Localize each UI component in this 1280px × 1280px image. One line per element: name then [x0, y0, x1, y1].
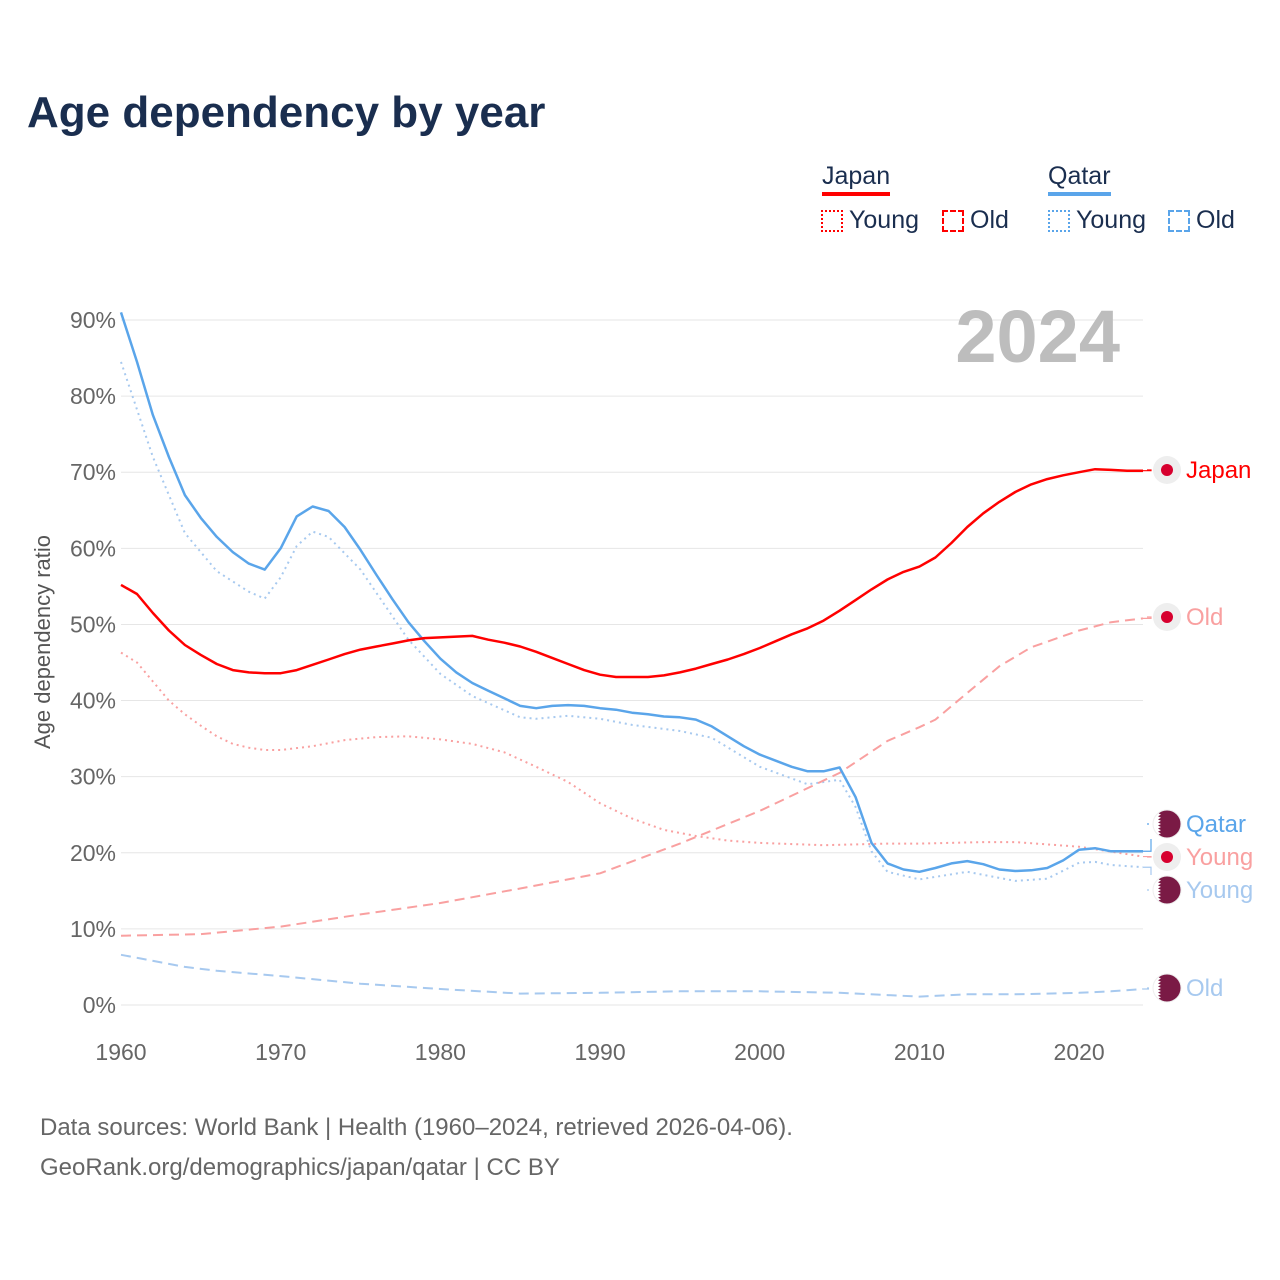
legend-label: Young	[1076, 206, 1146, 234]
series-line-japan-young	[120, 651, 1144, 858]
legend-japan-label: Japan	[822, 162, 891, 190]
series-line-qatar-young	[120, 361, 1144, 882]
flag-sun	[1161, 464, 1173, 476]
qatar-flag-icon	[1149, 809, 1182, 839]
y-tick-label: 20%	[70, 840, 116, 866]
y-tick-label: 60%	[70, 535, 116, 561]
flag-border	[1152, 875, 1182, 905]
japan-flag-icon	[1153, 843, 1181, 871]
flag-maroon	[1153, 974, 1181, 1002]
legend-label: Young	[849, 206, 919, 234]
end-label-japan-young: Young	[1186, 844, 1253, 871]
footer: Data sources: World Bank | Health (1960–…	[40, 1108, 793, 1188]
end-label-japan: Japan	[1186, 457, 1251, 484]
year-watermark: 2024	[955, 295, 1120, 378]
legend-qatar-label: Qatar	[1048, 162, 1111, 190]
series-line-qatar	[119, 312, 1143, 874]
legend-japan-young: Young	[821, 206, 919, 235]
legend-qatar: Qatar	[1048, 162, 1111, 198]
x-tick-label: 1970	[255, 1039, 306, 1065]
attribution: GeoRank.org/demographics/japan/qatar | C…	[40, 1154, 560, 1181]
y-tick-label: 80%	[70, 383, 116, 409]
leader-line	[1143, 616, 1152, 619]
dashed-swatch-icon	[1168, 209, 1190, 232]
qatar-flag-icon	[1149, 875, 1182, 905]
end-label-qatar-young: Young	[1186, 877, 1253, 904]
y-tick-label: 30%	[70, 764, 116, 790]
data-source-note: Data sources: World Bank | Health (1960–…	[40, 1114, 793, 1141]
flag-sun	[1161, 851, 1173, 863]
y-tick-label: 10%	[70, 916, 116, 942]
x-tick-label: 2010	[894, 1039, 945, 1065]
legend-qatar-swatch	[1048, 192, 1111, 196]
x-tick-label: 2020	[1054, 1039, 1105, 1065]
legend-japan-swatch	[822, 192, 891, 196]
y-tick-label: 40%	[70, 688, 116, 714]
flag-border	[1152, 973, 1182, 1003]
flag-maroon	[1153, 876, 1181, 904]
japan-flag-icon	[1153, 603, 1181, 631]
y-tick-label: 90%	[70, 307, 116, 333]
legend-japan: Japan	[822, 162, 891, 198]
series-line-japan	[120, 467, 1143, 679]
x-tick-label: 2000	[734, 1039, 785, 1065]
qatar-flag-icon	[1149, 973, 1182, 1003]
legend-japan-old: Old	[942, 206, 1009, 235]
dotted-swatch-icon	[821, 209, 843, 232]
y-axis-label: Age dependency ratio	[30, 535, 55, 749]
end-label-qatar-old: Old	[1186, 975, 1223, 1002]
dashed-swatch-icon	[942, 209, 964, 232]
x-tick-label: 1960	[95, 1039, 146, 1065]
end-label-qatar: Qatar	[1186, 811, 1246, 838]
x-tick-label: 1980	[415, 1039, 466, 1065]
leader-line	[1143, 469, 1152, 472]
x-tick-label: 1990	[574, 1039, 625, 1065]
flag-border	[1152, 809, 1182, 839]
y-tick-label: 50%	[70, 611, 116, 637]
flag-sun	[1161, 611, 1173, 623]
legend-label: Old	[970, 206, 1009, 234]
dotted-swatch-icon	[1048, 209, 1070, 232]
y-tick-label: 0%	[83, 992, 116, 1018]
japan-flag-icon	[1153, 456, 1181, 484]
series-line-japan-old	[120, 617, 1144, 937]
legend-label: Old	[1196, 206, 1235, 234]
chart-title: Age dependency by year	[27, 88, 546, 137]
y-tick-label: 70%	[70, 459, 116, 485]
series-line-qatar-old	[120, 953, 1144, 998]
end-label-japan-old: Old	[1186, 604, 1223, 631]
legend-qatar-young: Young	[1048, 206, 1146, 235]
flag-maroon	[1153, 810, 1181, 838]
legend-qatar-old: Old	[1168, 206, 1235, 235]
